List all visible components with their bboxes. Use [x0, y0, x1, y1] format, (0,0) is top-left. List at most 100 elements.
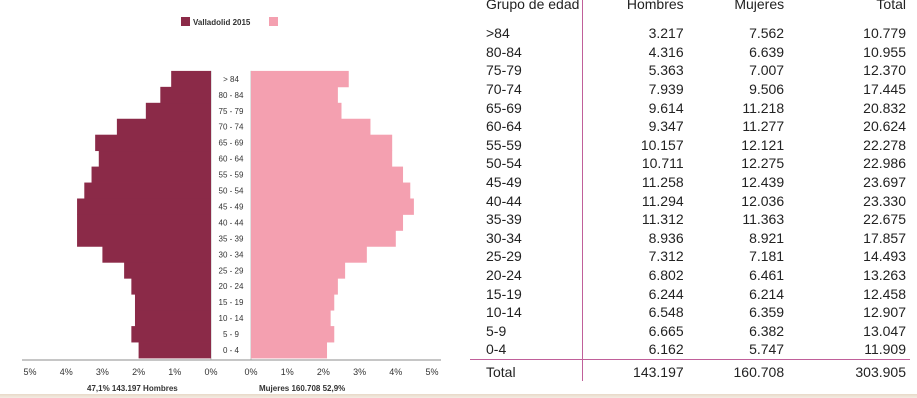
row-mujeres: 7.007: [749, 62, 785, 79]
row-age-group: 50-54: [470, 154, 584, 173]
row-hombres: 9.347: [648, 118, 684, 135]
row-mujeres: 12.439: [741, 174, 785, 191]
header-total: Total: [876, 0, 906, 12]
row-total: 22.675: [863, 211, 906, 228]
x-tick-label-right: 0%: [244, 367, 257, 377]
row-total: 10.779: [863, 25, 906, 42]
row-hombres: 10.711: [641, 155, 684, 172]
row-mujeres: 11.363: [742, 211, 785, 228]
bar-hombres: [91, 166, 211, 183]
bar-mujeres: [251, 294, 335, 311]
table-row: 75-79 5.363 7.007 12.370: [470, 61, 910, 80]
row-hombres: 6.548: [648, 304, 684, 321]
row-hombres: 11.258: [641, 174, 684, 191]
total-hombres: 143.197: [582, 358, 684, 382]
row-age-group: 30-34: [470, 228, 584, 248]
row-total: 12.370: [863, 62, 906, 79]
age-label: 15 - 19: [219, 298, 244, 307]
row-age-group: 65-69: [470, 98, 584, 117]
bar-hombres: [77, 230, 211, 247]
population-table: Grupo de edad Hombres Mujeres Total >84 3…: [470, 0, 910, 382]
row-mujeres: 8.921: [749, 229, 785, 246]
x-tick-label-left: 4%: [60, 367, 73, 377]
row-hombres: 7.312: [648, 248, 684, 265]
bar-mujeres: [251, 246, 367, 263]
bar-hombres: [124, 262, 211, 279]
x-tick-label-right: 5%: [425, 367, 438, 377]
table-row: 70-74 7.939 9.506 17.445: [470, 79, 910, 99]
bar-mujeres: [251, 150, 393, 167]
x-tick-label-left: 1%: [168, 367, 181, 377]
row-age-group: 15-19: [470, 284, 584, 303]
total-total: 303.905: [784, 358, 910, 382]
table-row: 45-49 11.258 12.439 23.697: [470, 172, 910, 192]
row-hombres: 6.244: [648, 285, 684, 302]
row-total: 13.047: [863, 322, 906, 339]
row-total: 23.697: [863, 174, 906, 191]
bar-hombres: [134, 294, 211, 311]
bar-hombres: [171, 70, 211, 88]
row-total: 17.857: [863, 229, 906, 246]
row-age-group: 0-4: [470, 340, 584, 360]
age-label: 50 - 54: [219, 187, 244, 196]
chart-legend: Valladolid 2015: [181, 17, 278, 27]
bar-mujeres: [251, 326, 335, 343]
row-age-group: 25-29: [470, 247, 584, 266]
row-total: 12.458: [863, 285, 906, 302]
row-hombres: 5.363: [648, 62, 684, 79]
row-mujeres: 6.214: [749, 285, 785, 302]
row-hombres: 11.294: [641, 192, 684, 209]
row-mujeres: 6.359: [749, 304, 785, 321]
footer-mujeres: Mujeres 160.708 52,9%: [259, 384, 345, 393]
x-tick-label-right: 1%: [281, 367, 294, 377]
table-row: 20-24 6.802 6.461 13.263: [470, 265, 910, 285]
row-total: 17.445: [863, 81, 906, 98]
age-label: 40 - 44: [219, 218, 244, 227]
row-mujeres: 6.461: [749, 267, 785, 284]
row-mujeres: 6.382: [749, 322, 785, 339]
row-total: 11.909: [864, 341, 906, 358]
age-label: 35 - 39: [219, 234, 244, 243]
legend-swatch-hombres: [181, 17, 190, 26]
bar-mujeres: [251, 118, 371, 136]
header-grupo-edad: Grupo de edad: [470, 0, 584, 16]
bar-mujeres: [251, 310, 331, 327]
age-label: 0 - 4: [223, 346, 240, 355]
row-total: 12.907: [863, 304, 906, 321]
table-row: >84 3.217 7.562 10.779: [470, 24, 910, 43]
table-row: 15-19 6.244 6.214 12.458: [470, 284, 910, 303]
bar-mujeres: [251, 230, 396, 247]
table-row: 60-64 9.347 11.277 20.624: [470, 116, 910, 136]
table-total-row: Total 143.197 160.708 303.905: [470, 358, 910, 382]
row-total: 20.832: [863, 99, 906, 116]
row-mujeres: 9.506: [749, 81, 785, 98]
chart-footer: 47,1% 143.197 Hombres Mujeres 160.708 52,…: [87, 384, 345, 393]
row-hombres: 7.939: [648, 81, 684, 98]
table-row: 65-69 9.614 11.218 20.832: [470, 98, 910, 117]
table-row: 10-14 6.548 6.359 12.907: [470, 302, 910, 322]
row-mujeres: 7.562: [749, 25, 785, 42]
row-hombres: 9.614: [648, 99, 684, 116]
x-tick-label-left: 0%: [204, 367, 217, 377]
age-label: 20 - 24: [219, 282, 244, 291]
bar-hombres: [102, 246, 211, 263]
bar-hombres: [160, 86, 211, 104]
age-label: 75 - 79: [219, 107, 244, 116]
bar-hombres: [84, 182, 211, 199]
row-hombres: 6.162: [648, 341, 684, 358]
table-body: >84 3.217 7.562 10.779 80-84 4.316 6.639 10.955…: [470, 24, 910, 360]
table-row: 25-29 7.312 7.181 14.493: [470, 247, 910, 266]
table-header-row: Grupo de edad Hombres Mujeres Total: [470, 0, 910, 16]
bar-mujeres: [251, 198, 414, 215]
row-total: 13.263: [863, 267, 906, 284]
age-label: 45 - 49: [219, 202, 244, 211]
table-row: 30-34 8.936 8.921 17.857: [470, 228, 910, 248]
table-row: 50-54 10.711 12.275 22.986: [470, 154, 910, 173]
age-label: > 84: [223, 75, 239, 84]
bar-mujeres: [251, 262, 346, 279]
row-hombres: 4.316: [648, 43, 684, 60]
row-hombres: 11.312: [641, 211, 684, 228]
bar-hombres: [131, 278, 211, 295]
row-age-group: 40-44: [470, 191, 584, 210]
total-mujeres: 160.708: [683, 358, 785, 382]
